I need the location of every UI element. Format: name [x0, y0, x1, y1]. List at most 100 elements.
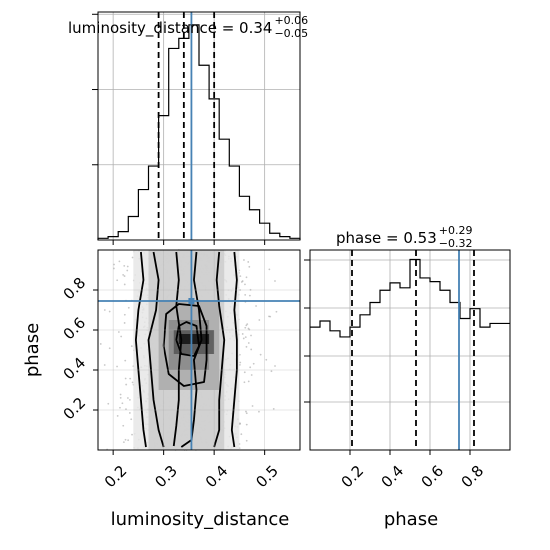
y-axis-label-phase: phase [22, 323, 43, 377]
scatter-point [116, 279, 119, 282]
x-axis-label-luminosity-distance: luminosity_distance [111, 509, 290, 530]
x-tick-label-phase: 0.6 [418, 462, 448, 492]
scatter-point [244, 326, 247, 329]
density-contour [213, 251, 226, 448]
scatter-point [116, 415, 119, 417]
x-tick-label-phase: 0.2 [338, 462, 368, 492]
scatter-point [244, 336, 247, 339]
density-contour [134, 251, 147, 448]
scatter-point [243, 259, 245, 261]
x-axis-label-phase: phase [384, 509, 438, 530]
scatter-point [117, 331, 120, 333]
scatter-point [118, 260, 121, 263]
scatter-point [258, 319, 261, 321]
scatter-point [123, 275, 126, 277]
scatter-point [123, 283, 126, 286]
x-tick-label-luminosity-distance: 0.2 [101, 462, 131, 492]
scatter-point [122, 441, 125, 443]
title-phase: phase = 0.53 [336, 229, 437, 247]
scatter-point [245, 345, 248, 348]
scatter-point [268, 315, 270, 318]
scatter-point [249, 366, 252, 369]
title-luminosity-distance: luminosity_distance = 0.34 [68, 19, 272, 38]
scatter-point [240, 433, 243, 436]
scatter-point [245, 412, 248, 415]
title-luminosity-distance-minus: −0.05 [274, 27, 308, 40]
scatter-point [247, 380, 250, 383]
scatter-point [245, 439, 248, 442]
scatter-point [123, 313, 126, 316]
density-contour [162, 303, 208, 387]
scatter-point [259, 353, 262, 356]
scatter-point [243, 371, 246, 374]
scatter-point [124, 438, 127, 441]
scatter-point [108, 310, 111, 313]
scatter-point [255, 305, 257, 307]
scatter-point [272, 408, 275, 410]
scatter-point [130, 418, 133, 421]
scatter-point [241, 280, 244, 282]
scatter-point [242, 337, 245, 340]
scatter-point [268, 268, 271, 271]
scatter-point [131, 256, 134, 259]
scatter-point [258, 410, 260, 413]
joint-density-panel: 0.2 0.3 0.4 0.5 0.2 0.4 0.6 0.8 [60, 249, 301, 492]
scatter-point [119, 406, 121, 409]
scatter-point [265, 358, 268, 361]
scatter-point [131, 433, 133, 436]
scatter-point [275, 310, 278, 313]
scatter-point [116, 365, 118, 368]
scatter-point [244, 293, 247, 296]
histogram-luminosity-distance-panel [92, 11, 301, 245]
density-contour [230, 251, 238, 448]
scatter-point [125, 383, 128, 386]
y-tick-label-phase: 0.6 [60, 314, 90, 344]
x-tick-label-luminosity-distance: 0.3 [151, 462, 181, 492]
scatter-point [250, 334, 252, 337]
joint-truth-marker [188, 298, 195, 304]
scatter-point [245, 324, 248, 327]
x-tick-label-luminosity-distance: 0.5 [252, 462, 282, 492]
hist-y-frame [309, 249, 511, 451]
scatter-point [126, 269, 129, 272]
scatter-point [130, 345, 133, 348]
scatter-point [127, 306, 130, 309]
scatter-point [119, 393, 122, 396]
x-tick-label-phase: 0.8 [458, 462, 488, 492]
scatter-point [124, 377, 127, 380]
title-phase-minus: −0.32 [439, 237, 473, 250]
scatter-point [120, 335, 123, 338]
x-tick-label-phase: 0.4 [378, 462, 408, 492]
density-cell [178, 334, 210, 344]
scatter-point [245, 276, 248, 279]
scatter-point [113, 263, 115, 266]
scatter-point [247, 261, 250, 263]
density-contour [175, 321, 200, 357]
scatter-point [119, 396, 122, 399]
hist-x-step-line [97, 24, 301, 240]
scatter-point [124, 359, 127, 362]
title-luminosity-distance-plus: +0.06 [274, 14, 308, 27]
scatter-point [128, 412, 131, 414]
scatter-point [274, 365, 276, 367]
scatter-point [108, 347, 111, 350]
scatter-point [129, 377, 132, 380]
scatter-point [248, 265, 251, 268]
scatter-point [238, 363, 241, 366]
y-tick-label-phase: 0.4 [60, 354, 90, 384]
density-contour [172, 251, 183, 447]
title-phase-plus: +0.29 [439, 224, 473, 237]
x-tick-label-luminosity-distance: 0.4 [202, 462, 232, 492]
scatter-point [125, 408, 127, 411]
scatter-point [270, 370, 273, 373]
joint-frame [97, 249, 301, 451]
scatter-point [131, 381, 134, 384]
scatter-point [122, 424, 125, 427]
scatter-point [250, 348, 253, 351]
scatter-point [239, 361, 242, 364]
scatter-point [127, 439, 130, 442]
scatter-point [243, 381, 246, 384]
scatter-point [247, 327, 250, 330]
scatter-point [241, 333, 244, 335]
